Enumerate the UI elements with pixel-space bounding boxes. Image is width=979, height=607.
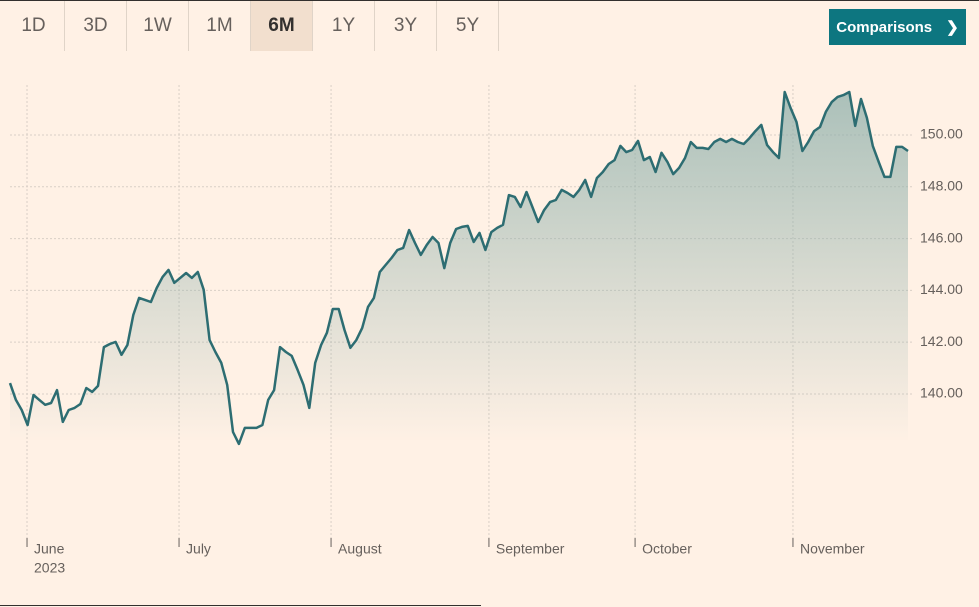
range-tab[interactable]: 1M	[189, 1, 251, 51]
y-tick-label: 150.00	[920, 126, 963, 142]
range-tab[interactable]: 3D	[65, 1, 127, 51]
range-tab[interactable]: 3Y	[375, 1, 437, 51]
top-border	[0, 0, 979, 1]
x-tick-label: July	[186, 541, 211, 557]
x-tick-label: September	[496, 541, 565, 557]
area-fill	[10, 92, 908, 444]
y-tick-label: 144.00	[920, 281, 963, 297]
range-tab[interactable]: 1D	[3, 1, 65, 51]
x-year-label: 2023	[34, 560, 65, 576]
x-tick-label: October	[642, 541, 692, 557]
comparisons-button[interactable]: Comparisons ❯	[829, 9, 966, 45]
y-tick-label: 142.00	[920, 333, 963, 349]
x-tick-label: November	[800, 541, 865, 557]
y-tick-label: 146.00	[920, 229, 963, 245]
y-tick-label: 148.00	[920, 177, 963, 193]
x-tick-label: June	[34, 541, 65, 557]
y-tick-label: 140.00	[920, 385, 963, 401]
x-tick-label: August	[338, 541, 382, 557]
range-tab[interactable]: 5Y	[437, 1, 499, 51]
range-tab[interactable]: 6M	[251, 1, 313, 51]
price-line	[8, 90, 909, 446]
button-label: Comparisons	[836, 18, 933, 36]
range-tabs: 1D 3D 1W 1M 6M 1Y 3Y 5Y	[3, 1, 499, 51]
bottom-border	[0, 605, 481, 606]
range-tab[interactable]: 1W	[127, 1, 189, 51]
range-tab[interactable]: 1Y	[313, 1, 375, 51]
chevron: ❯	[946, 19, 959, 36]
